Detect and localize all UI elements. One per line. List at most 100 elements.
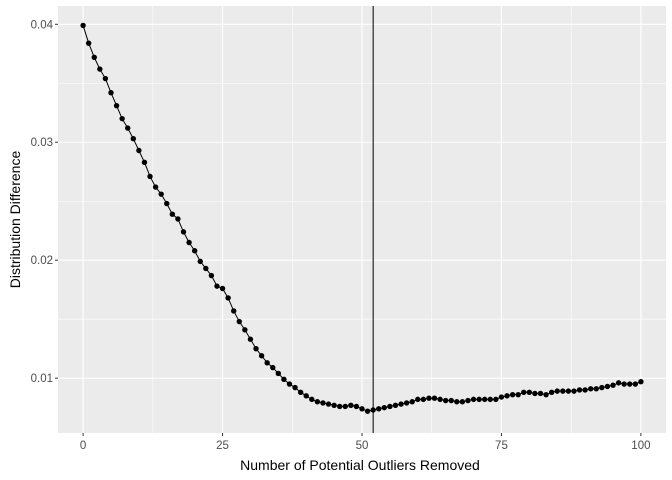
data-point — [526, 389, 533, 396]
data-point — [493, 396, 499, 403]
data-point — [565, 388, 572, 394]
data-point — [420, 396, 427, 403]
y-tick-label: 0.01 — [31, 373, 53, 385]
data-point — [286, 381, 293, 387]
x-axis-title: Number of Potential Outliers Removed — [240, 457, 480, 473]
data-point — [225, 295, 231, 301]
data-point — [554, 388, 560, 394]
data-point — [292, 384, 298, 391]
data-point — [465, 397, 471, 404]
data-point — [208, 272, 215, 279]
data-point — [403, 400, 410, 406]
data-point — [392, 402, 399, 408]
y-tick-label: 0.02 — [31, 255, 53, 267]
data-point — [509, 391, 516, 398]
data-point — [376, 406, 382, 412]
data-point — [364, 408, 371, 414]
data-point — [80, 22, 86, 29]
data-point — [498, 394, 505, 400]
data-point — [353, 403, 360, 410]
data-point — [437, 396, 443, 403]
data-point — [270, 364, 276, 371]
data-point — [426, 395, 432, 401]
x-tick-label: 50 — [356, 440, 369, 452]
data-point — [487, 396, 493, 403]
data-point — [632, 381, 639, 387]
data-point — [627, 381, 633, 387]
data-point — [359, 406, 365, 412]
data-point — [415, 396, 421, 403]
data-point — [454, 399, 460, 405]
data-point — [102, 75, 109, 82]
data-point — [571, 388, 577, 394]
data-point — [325, 401, 332, 407]
data-point — [236, 318, 242, 325]
data-point — [409, 399, 415, 405]
x-tick-label: 25 — [216, 440, 229, 452]
data-point — [320, 400, 326, 406]
data-point — [125, 125, 131, 131]
data-point — [621, 381, 627, 387]
data-point — [136, 147, 142, 154]
x-tick-label: 75 — [495, 440, 508, 452]
data-point — [336, 403, 343, 410]
data-point — [275, 370, 282, 377]
data-point — [548, 389, 555, 396]
data-point — [108, 89, 114, 96]
data-point — [191, 248, 198, 254]
data-point — [147, 173, 153, 180]
data-point — [459, 399, 466, 405]
data-point — [610, 382, 616, 388]
data-point — [113, 102, 120, 109]
data-point — [331, 402, 337, 408]
data-point — [180, 229, 187, 235]
data-point — [560, 388, 566, 394]
data-point — [309, 396, 315, 403]
data-point — [381, 404, 388, 411]
data-point — [604, 383, 611, 390]
data-point — [638, 378, 644, 385]
data-point — [342, 403, 348, 410]
data-point — [370, 407, 376, 413]
data-point — [281, 376, 287, 383]
data-point — [91, 54, 97, 61]
y-tick-label: 0.04 — [31, 19, 54, 31]
axes: 0 25 50 75 100 0.01 0.02 0.03 0.04 — [31, 19, 651, 452]
data-point — [537, 390, 544, 397]
data-point — [197, 258, 203, 265]
data-point — [258, 353, 265, 359]
data-point — [141, 159, 148, 165]
y-tick-label: 0.03 — [31, 137, 53, 149]
data-point — [85, 40, 92, 46]
data-point — [515, 391, 521, 398]
data-point — [264, 360, 270, 366]
data-point — [303, 393, 309, 399]
data-point — [164, 200, 170, 207]
data-point — [119, 115, 125, 122]
x-tick-label: 0 — [80, 440, 86, 452]
data-point — [532, 390, 538, 397]
data-point — [175, 216, 181, 222]
data-point — [348, 402, 354, 408]
data-point — [169, 211, 176, 217]
data-point — [398, 401, 404, 407]
y-axis-title: Distribution Difference — [7, 151, 23, 289]
data-point — [314, 399, 321, 405]
series — [80, 22, 644, 414]
data-point — [476, 396, 482, 403]
data-point — [431, 395, 438, 401]
data-point — [247, 336, 254, 342]
data-point — [543, 391, 549, 398]
data-point — [587, 386, 594, 392]
data-point — [242, 327, 248, 333]
grid — [58, 6, 666, 433]
data-point — [297, 389, 304, 396]
data-point — [203, 265, 209, 272]
data-point — [442, 397, 449, 404]
data-point — [158, 191, 164, 197]
data-point — [448, 397, 454, 404]
data-point — [599, 384, 605, 391]
data-point — [219, 285, 226, 292]
